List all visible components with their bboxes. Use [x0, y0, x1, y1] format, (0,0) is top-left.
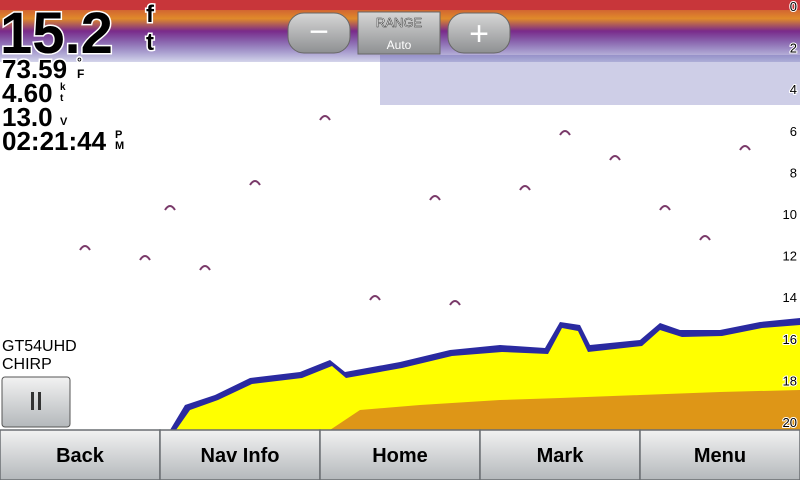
pause-icon: [31, 392, 34, 410]
soft-key-label: Menu: [694, 445, 746, 467]
soft-key-background: [319, 429, 481, 480]
soft-key-background: [159, 429, 321, 480]
depth-scale: 0 2 4 6 8 10 12 14 16 18 20: [782, 0, 798, 431]
soft-key-background: [639, 429, 800, 480]
soft-key[interactable]: Mark: [479, 429, 641, 480]
pause-background: [1, 376, 71, 428]
soft-key[interactable]: Nav Info: [159, 429, 321, 480]
time-unit: M: [115, 140, 124, 152]
transducer-info: GT54UHD CHIRP: [1, 337, 78, 428]
depth-label: 8: [790, 165, 797, 180]
soft-key-label: Back: [56, 445, 105, 467]
speed-unit: k: [60, 82, 66, 93]
depth-label: 18: [783, 373, 797, 388]
depth-label: 14: [783, 290, 797, 305]
button-background: [287, 12, 351, 54]
pause-button[interactable]: [1, 376, 71, 428]
readouts: 15.2 f t 73.59 ° F 4.60 k t 13.0 V 02:21…: [0, 0, 157, 158]
time-unit: P: [115, 129, 122, 141]
sonar-image: [0, 0, 800, 430]
transducer-mode: CHIRP: [2, 356, 52, 373]
depth-label: 16: [783, 332, 797, 347]
voltage-readout: 13.0: [2, 102, 53, 132]
button-background: [447, 12, 511, 54]
transducer-model: GT54UHD: [2, 338, 77, 355]
depth-unit: t: [146, 29, 154, 56]
speed-readout: 4.60: [2, 78, 53, 108]
temperature-readout: 73.59: [2, 54, 67, 84]
range-box: [357, 11, 441, 55]
soft-key-label: Home: [372, 445, 428, 467]
depth-label: 2: [790, 41, 797, 56]
depth-label: 10: [783, 207, 797, 222]
depth-label: 4: [790, 82, 797, 97]
range-title: RANGE: [376, 15, 423, 30]
depth-label: 20: [783, 415, 797, 430]
temperature-unit: F: [77, 67, 84, 81]
range-minus-button[interactable]: −: [287, 12, 351, 54]
time-readout: 02:21:44: [2, 126, 107, 156]
speed-unit: t: [60, 93, 64, 104]
pause-icon: [38, 392, 41, 410]
button-label: +: [469, 15, 489, 53]
range-control: − RANGE Auto +: [287, 11, 511, 55]
soft-key[interactable]: Menu: [639, 429, 800, 480]
depth-label: 0: [790, 0, 797, 14]
soft-key[interactable]: Home: [319, 429, 481, 480]
depth-readout: 15.2: [0, 1, 113, 66]
depth-unit: f: [146, 1, 155, 28]
soft-key-label: Nav Info: [201, 445, 280, 467]
temperature-unit: °: [77, 55, 82, 69]
soft-key-label: Mark: [537, 445, 585, 467]
range-plus-button[interactable]: +: [447, 12, 511, 54]
range-mode: Auto: [387, 38, 412, 52]
button-label: −: [309, 13, 329, 51]
button-bar: Back Nav Info Home Mark Menu: [0, 429, 800, 480]
depth-label: 12: [783, 249, 797, 264]
soft-key[interactable]: Back: [0, 429, 161, 480]
depth-label: 6: [790, 124, 797, 139]
voltage-unit: V: [60, 116, 68, 128]
soft-key-background: [0, 429, 161, 480]
